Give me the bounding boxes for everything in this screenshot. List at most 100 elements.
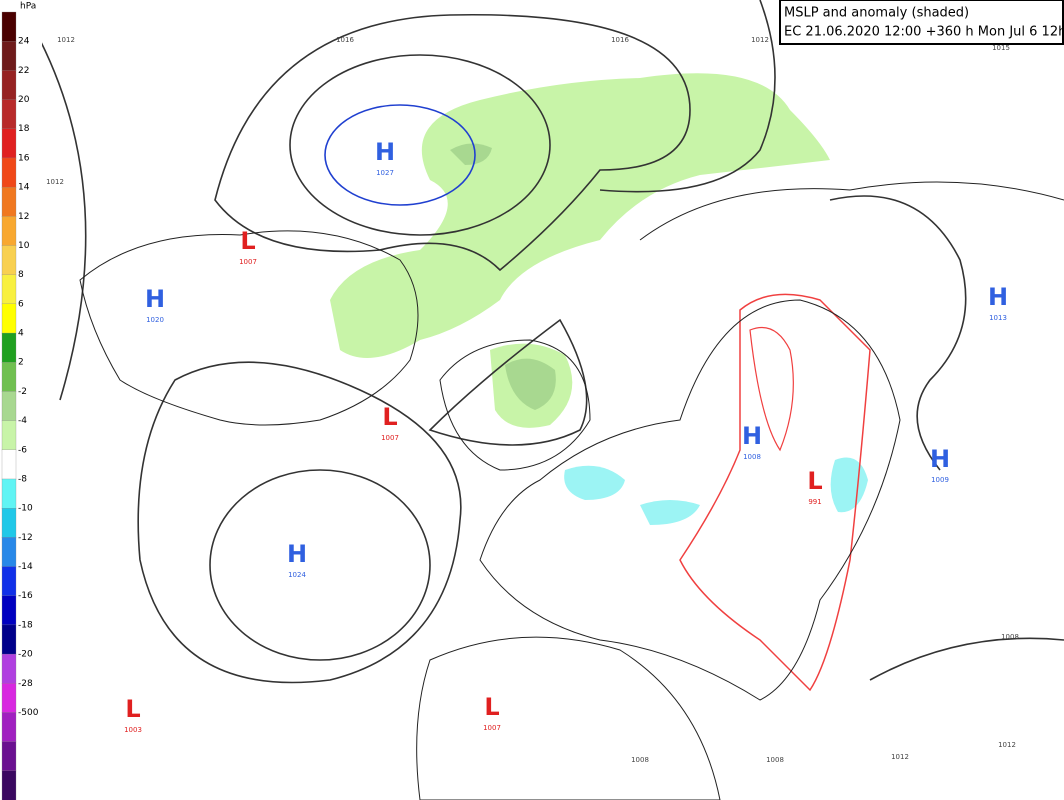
center-pressure: 1007 bbox=[381, 434, 399, 442]
center-letter: L bbox=[807, 467, 822, 495]
colorbar-label: 4 bbox=[18, 329, 24, 339]
color-band bbox=[1, 274, 17, 305]
colorbar-label: -14 bbox=[18, 562, 33, 572]
coastlines bbox=[79, 181, 1064, 800]
colorbar-label: -500 bbox=[18, 708, 39, 718]
colorbar-label: 10 bbox=[18, 241, 30, 251]
center-letter: H bbox=[145, 285, 165, 313]
color-band bbox=[1, 566, 17, 597]
color-band bbox=[1, 128, 17, 159]
positive-anomaly-contour bbox=[679, 293, 871, 692]
color-band bbox=[1, 11, 17, 42]
colorbar-label: -10 bbox=[18, 504, 33, 514]
isobar-label: 1008 bbox=[1001, 633, 1019, 641]
negative-anomaly bbox=[564, 465, 625, 500]
color-band bbox=[1, 362, 17, 393]
isobar-label: 1008 bbox=[766, 756, 784, 764]
colorbar-label: -18 bbox=[18, 620, 33, 630]
colorbar-label: -28 bbox=[18, 679, 33, 689]
center-pressure: 1007 bbox=[483, 724, 501, 732]
center-pressure: 1024 bbox=[288, 571, 306, 579]
isobar bbox=[209, 469, 431, 661]
center-pressure: 991 bbox=[808, 498, 821, 506]
colorbar-label: 16 bbox=[18, 153, 30, 163]
isobar bbox=[428, 318, 588, 446]
center-pressure: 1020 bbox=[146, 316, 164, 324]
center-pressure: 1013 bbox=[989, 314, 1007, 322]
center-letter: H bbox=[287, 540, 307, 568]
colorbar-label: 18 bbox=[18, 124, 30, 134]
subtitle-line: EC 21.06.2020 12:00 +360 h Mon Jul 6 12h… bbox=[784, 25, 1064, 40]
isobar bbox=[39, 39, 87, 401]
isobar-label: 1012 bbox=[57, 36, 75, 44]
isobar-label: 1012 bbox=[998, 741, 1016, 749]
pressure-centers: H 1027 L 1007 H 1020 L 1007 H 1024 L 1003 L 1007 H 1008… bbox=[124, 138, 1008, 734]
color-band bbox=[1, 537, 17, 568]
negative-anomaly bbox=[640, 500, 700, 525]
isobar bbox=[869, 637, 1064, 681]
color-band bbox=[1, 595, 17, 626]
north-america bbox=[79, 230, 419, 426]
positive-anomaly bbox=[330, 73, 830, 358]
color-band bbox=[1, 70, 17, 101]
center-letter: L bbox=[382, 403, 397, 431]
center-pressure: 1027 bbox=[376, 169, 394, 177]
colorbar-label: 2 bbox=[18, 358, 24, 368]
color-band bbox=[1, 624, 17, 655]
color-band bbox=[1, 186, 17, 217]
color-band bbox=[1, 712, 17, 743]
title-frame bbox=[779, 0, 1064, 45]
colorbar-label: -8 bbox=[18, 474, 27, 484]
color-band bbox=[1, 653, 17, 684]
color-band bbox=[1, 507, 17, 538]
color-band bbox=[1, 99, 17, 130]
color-band bbox=[1, 420, 17, 451]
isobar-label: 1012 bbox=[46, 178, 64, 186]
anomaly-shading bbox=[330, 73, 871, 692]
color-band bbox=[1, 332, 17, 363]
colorbar-label: -20 bbox=[18, 650, 33, 660]
colorbar: hPa 24 22 20 18 16 14 12 10 8 6 4 2 -2 -4 -6 -8 -10 -12 -1… bbox=[0, 0, 42, 800]
center-pressure: 1007 bbox=[239, 258, 257, 266]
colorbar-label: 20 bbox=[18, 95, 30, 105]
title-line: MSLP and anomaly (shaded) bbox=[784, 6, 969, 21]
colorbar-label: 22 bbox=[18, 66, 29, 76]
isobar bbox=[289, 54, 551, 236]
isobar-label: 1012 bbox=[891, 753, 909, 761]
colorbar-label: -16 bbox=[18, 591, 33, 601]
anomaly-core bbox=[505, 358, 556, 410]
colorbar-label: 8 bbox=[18, 270, 24, 280]
color-band bbox=[1, 303, 17, 334]
color-band bbox=[1, 41, 17, 72]
isobar bbox=[829, 195, 967, 471]
center-letter: L bbox=[240, 227, 255, 255]
color-band bbox=[1, 449, 17, 480]
isobar bbox=[599, 0, 776, 193]
colorbar-label: -12 bbox=[18, 533, 33, 543]
isobars bbox=[39, 0, 1064, 684]
color-band bbox=[1, 770, 17, 800]
center-letter: H bbox=[930, 445, 950, 473]
positive-anomaly-contour bbox=[749, 326, 794, 452]
colorbar-label: 6 bbox=[18, 299, 24, 309]
isobar-label: 1016 bbox=[611, 36, 629, 44]
title-box: MSLP and anomaly (shaded) EC 21.06.2020 … bbox=[779, 0, 1064, 45]
colorbar-label: -6 bbox=[18, 445, 27, 455]
colorbar-label: -4 bbox=[18, 416, 27, 426]
center-pressure: 1009 bbox=[931, 476, 949, 484]
color-band bbox=[1, 157, 17, 188]
center-pressure: 1003 bbox=[124, 726, 142, 734]
color-band bbox=[1, 741, 17, 772]
isobar bbox=[137, 361, 462, 684]
africa bbox=[416, 636, 721, 800]
center-letter: H bbox=[742, 422, 762, 450]
greenland bbox=[439, 339, 591, 471]
colorbar-unit: hPa bbox=[20, 2, 36, 12]
color-band bbox=[1, 245, 17, 276]
isobar-label: 1015 bbox=[992, 44, 1010, 52]
center-pressure: 1008 bbox=[743, 453, 761, 461]
center-letter: H bbox=[375, 138, 395, 166]
color-band bbox=[1, 683, 17, 714]
colorbar-label: -2 bbox=[18, 387, 27, 397]
